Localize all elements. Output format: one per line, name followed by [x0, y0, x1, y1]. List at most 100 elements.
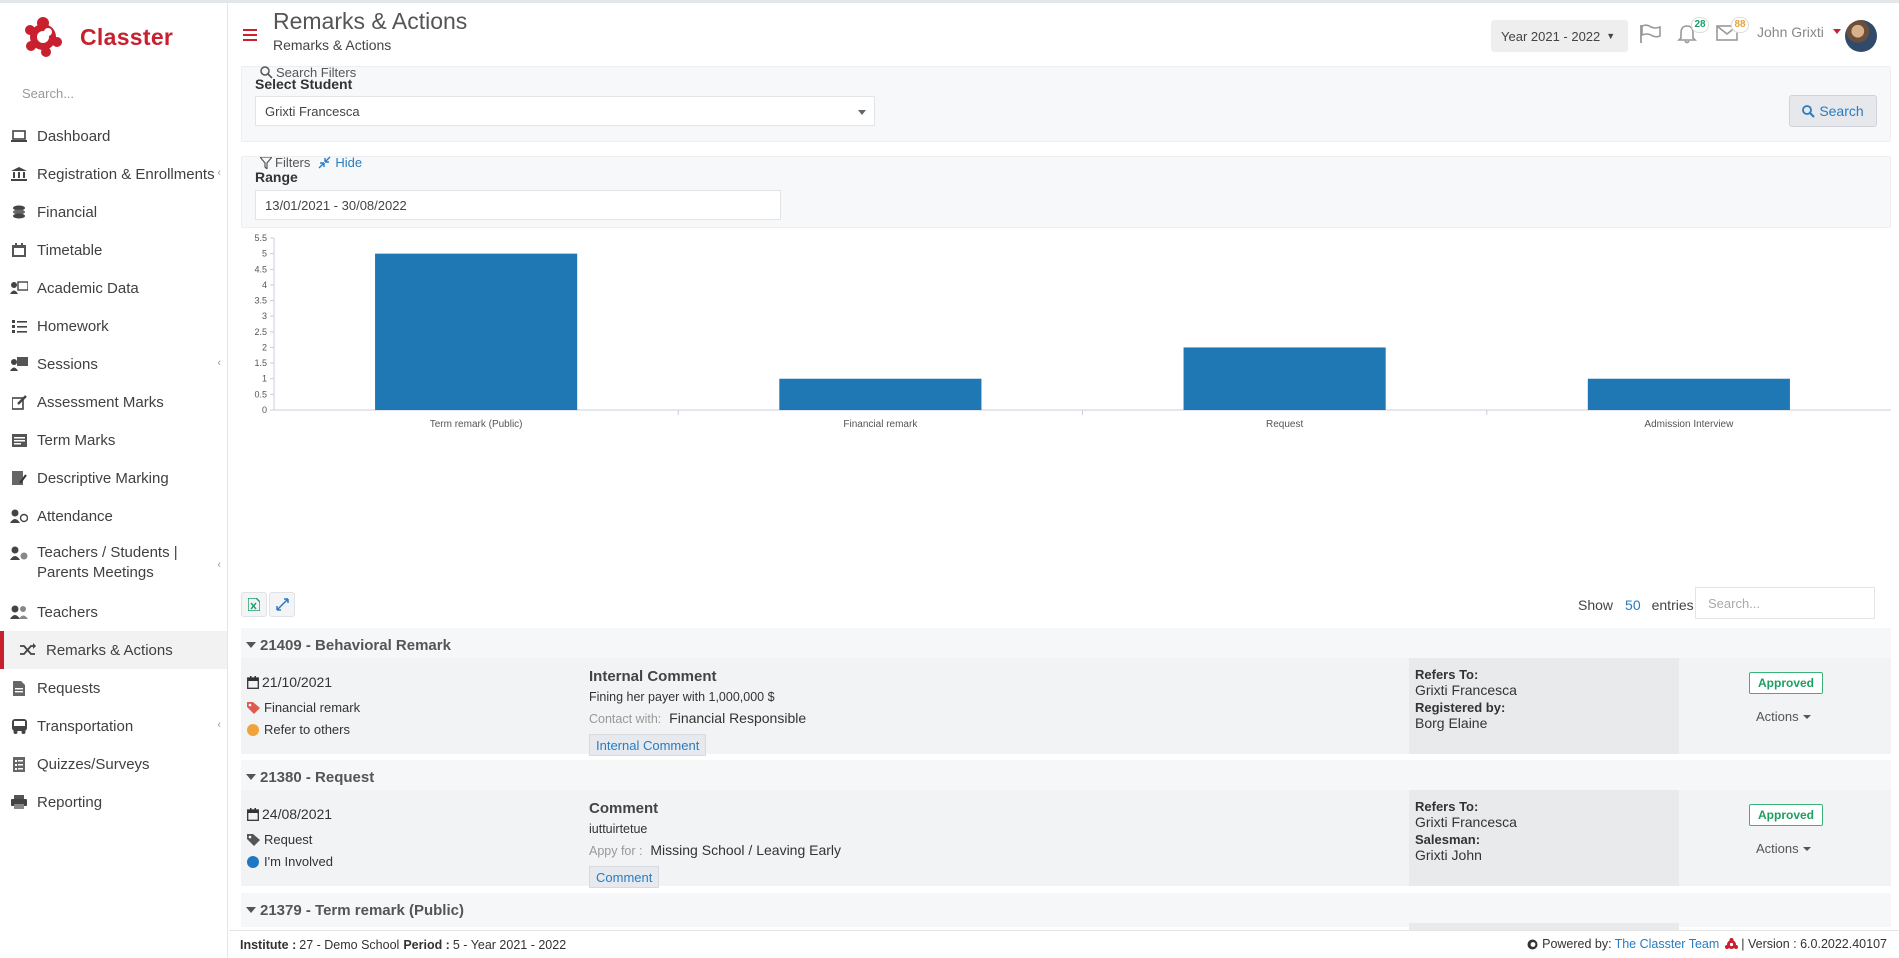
- actions-dropdown[interactable]: Actions: [1756, 841, 1811, 856]
- search-button[interactable]: Search: [1789, 95, 1877, 127]
- record-type-chip[interactable]: Internal Comment: [589, 734, 707, 756]
- search-icon: [1802, 104, 1816, 118]
- sidebar-item-meetings[interactable]: Teachers / Students | Parents Meetings ‹: [0, 535, 227, 593]
- y-tick-label: 0: [262, 405, 267, 415]
- sidebar-item-teachers[interactable]: Teachers: [0, 593, 227, 631]
- y-tick-label: 2.5: [254, 327, 267, 337]
- caret-down-icon: [246, 774, 256, 780]
- record-type-chip[interactable]: Comment: [589, 866, 660, 888]
- actions-label: Actions: [1756, 841, 1799, 856]
- record-title: Comment: [589, 800, 659, 817]
- chevron-left-icon: ‹: [217, 719, 221, 731]
- date-range-input[interactable]: 13/01/2021 - 30/08/2022: [255, 190, 781, 220]
- sidebar-nav: Dashboard Registration & Enrollments ‹ F…: [0, 117, 227, 821]
- app-name: Classter: [80, 23, 174, 50]
- sidebar-item-label: Assessment Marks: [37, 393, 164, 411]
- entries-count-select[interactable]: 50: [1625, 596, 1641, 613]
- user-name[interactable]: John Grixti: [1757, 24, 1824, 40]
- sidebar-item-reporting[interactable]: Reporting: [0, 783, 227, 821]
- sidebar-item-descriptive-marking[interactable]: Descriptive Marking: [0, 459, 227, 497]
- sidebar-item-remarks-actions[interactable]: Remarks & Actions: [0, 631, 227, 669]
- sidebar-item-label: Sessions: [37, 355, 98, 373]
- record-contact-value: Missing School / Leaving Early: [650, 842, 842, 858]
- record-date: 21/10/2021: [247, 674, 332, 690]
- record-group-header[interactable]: 21409 - Behavioral Remark: [241, 628, 1891, 662]
- record-header-label: 21380 - Request: [260, 768, 375, 786]
- actions-dropdown[interactable]: Actions: [1756, 709, 1811, 724]
- sidebar-item-quizzes[interactable]: Quizzes/Surveys: [0, 745, 227, 783]
- record-status: Refer to others: [247, 722, 350, 737]
- record-contact: Appy for : Missing School / Leaving Earl…: [589, 842, 841, 858]
- search-filters-title: Search Filters: [276, 65, 357, 80]
- sidebar-item-label: Teachers / Students | Parents Meetings: [37, 544, 178, 581]
- export-excel-button[interactable]: [241, 592, 267, 617]
- record-contact-label: Appy for :: [589, 844, 643, 858]
- entries-label: entries: [1651, 596, 1694, 613]
- sidebar-item-registration[interactable]: Registration & Enrollments ‹: [0, 155, 227, 193]
- filters-title: Filters: [275, 155, 311, 170]
- flag-icon[interactable]: [1639, 24, 1661, 47]
- user-gear-icon: [9, 545, 29, 561]
- app-logo[interactable]: Classter: [0, 3, 227, 71]
- hide-filters-link[interactable]: Hide: [318, 155, 362, 170]
- bell-icon[interactable]: [1677, 24, 1697, 47]
- sidebar-item-homework[interactable]: Homework: [0, 307, 227, 345]
- y-tick-label: 0.5: [254, 389, 267, 399]
- record-refers-box: [1409, 923, 1679, 930]
- record-group-header[interactable]: 21380 - Request: [241, 760, 1891, 794]
- bus-icon: [9, 718, 29, 734]
- coins-icon: [9, 204, 29, 220]
- expand-button[interactable]: [269, 592, 295, 617]
- record-refers-box: Refers To: Grixti Francesca Salesman: Gr…: [1409, 790, 1679, 886]
- registered-by-label: Registered by:: [1415, 700, 1506, 715]
- sidebar-item-label: Registration & Enrollments: [37, 165, 215, 183]
- caret-down-icon[interactable]: [1833, 29, 1841, 34]
- record-tag: Financial remark: [247, 700, 360, 715]
- sidebar-item-label: Academic Data: [37, 279, 139, 297]
- x-tick-label: Request: [1266, 419, 1303, 430]
- refers-to-value: Grixti Francesca: [1415, 814, 1517, 830]
- edit-icon: [9, 394, 29, 410]
- presentation-icon: [9, 356, 29, 372]
- sidebar-item-academic-data[interactable]: Academic Data: [0, 269, 227, 307]
- sidebar-item-financial[interactable]: Financial: [0, 193, 227, 231]
- sidebar-item-label: Descriptive Marking: [37, 469, 169, 487]
- table-row: 24/08/2021 Request I'm Involved Comment …: [241, 790, 1891, 888]
- sidebar-item-term-marks[interactable]: Term Marks: [0, 421, 227, 459]
- sidebar-item-timetable[interactable]: Timetable: [0, 231, 227, 269]
- sidebar-item-label: Timetable: [37, 241, 103, 259]
- sidebar-item-dashboard[interactable]: Dashboard: [0, 117, 227, 155]
- remarks-bar-chart: 0 0.5 1 1.5 2 2.5 3 3.5 4 4.5 5 5.5 Term remark (Pub…: [241, 233, 1891, 524]
- status-dot-icon: [247, 723, 259, 736]
- list-check-icon: [9, 318, 29, 334]
- caret-down-icon: [246, 907, 256, 913]
- record-tag: Request: [247, 832, 312, 847]
- table-search-input[interactable]: [1695, 587, 1875, 619]
- actions-label: Actions: [1756, 709, 1799, 724]
- messages-badge: 88: [1731, 17, 1749, 33]
- sidebar-item-sessions[interactable]: Sessions ‹: [0, 345, 227, 383]
- avatar[interactable]: [1845, 20, 1877, 52]
- page-breadcrumb: Remarks & Actions: [273, 37, 392, 53]
- sidebar-item-label: Dashboard: [37, 127, 111, 145]
- user-clock-icon: [9, 508, 29, 524]
- record-group-header[interactable]: 21379 - Term remark (Public): [241, 893, 1891, 927]
- powered-by-link[interactable]: The Classter Team: [1614, 937, 1720, 951]
- student-select[interactable]: Grixti Francesca: [255, 96, 875, 126]
- refers-to-label: Refers To:: [1415, 799, 1479, 814]
- sidebar-item-assessment-marks[interactable]: Assessment Marks: [0, 383, 227, 421]
- year-selector[interactable]: Year 2021 - 2022 ▼: [1491, 20, 1628, 52]
- institute-label: Institute :: [240, 937, 297, 952]
- expand-icon: [275, 598, 289, 611]
- date-range-value: 13/01/2021 - 30/08/2022: [265, 197, 407, 213]
- year-selector-label: Year 2021 - 2022: [1501, 28, 1601, 44]
- record-header-label: 21409 - Behavioral Remark: [260, 636, 451, 654]
- sidebar-item-attendance[interactable]: Attendance: [0, 497, 227, 535]
- sidebar-item-transportation[interactable]: Transportation ‹: [0, 707, 227, 745]
- classter-small-icon: [1527, 939, 1538, 949]
- sidebar-item-label: Remarks & Actions: [46, 641, 173, 659]
- menu-toggle-icon[interactable]: [243, 29, 257, 41]
- sidebar-search-input[interactable]: [22, 86, 212, 101]
- version-label: | Version : 6.0.2022.40107: [1741, 937, 1887, 951]
- sidebar-item-requests[interactable]: Requests: [0, 669, 227, 707]
